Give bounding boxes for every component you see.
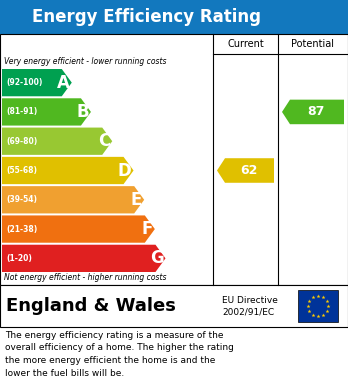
Polygon shape xyxy=(2,245,166,272)
Bar xyxy=(0,34,348,285)
Polygon shape xyxy=(2,98,91,126)
Text: The energy efficiency rating is a measure of the
overall efficiency of a home. T: The energy efficiency rating is a measur… xyxy=(5,331,234,377)
Text: F: F xyxy=(142,220,153,238)
Text: Energy Efficiency Rating: Energy Efficiency Rating xyxy=(32,8,261,26)
Polygon shape xyxy=(2,186,144,213)
Text: Potential: Potential xyxy=(292,39,334,49)
Text: (81-91): (81-91) xyxy=(6,108,37,117)
Text: Not energy efficient - higher running costs: Not energy efficient - higher running co… xyxy=(4,273,166,282)
Text: 62: 62 xyxy=(240,164,257,177)
Polygon shape xyxy=(2,69,72,96)
Text: EU Directive
2002/91/EC: EU Directive 2002/91/EC xyxy=(222,296,278,316)
Text: A: A xyxy=(57,74,70,91)
Polygon shape xyxy=(2,215,155,243)
Polygon shape xyxy=(2,127,112,155)
Text: G: G xyxy=(150,249,164,267)
Text: (69-80): (69-80) xyxy=(6,137,37,146)
Bar xyxy=(0,0,348,34)
Text: (55-68): (55-68) xyxy=(6,166,37,175)
Text: (92-100): (92-100) xyxy=(6,78,42,87)
Text: Current: Current xyxy=(227,39,264,49)
Text: B: B xyxy=(76,103,89,121)
Polygon shape xyxy=(282,100,344,124)
Text: E: E xyxy=(131,191,142,209)
Bar xyxy=(0,285,348,327)
Polygon shape xyxy=(2,157,134,184)
Text: D: D xyxy=(118,161,132,179)
Text: (39-54): (39-54) xyxy=(6,195,37,204)
Text: 87: 87 xyxy=(307,106,325,118)
Text: (1-20): (1-20) xyxy=(6,254,32,263)
Text: (21-38): (21-38) xyxy=(6,224,37,233)
Text: C: C xyxy=(98,132,110,150)
Text: Very energy efficient - lower running costs: Very energy efficient - lower running co… xyxy=(4,57,166,66)
Bar xyxy=(298,290,338,322)
Text: England & Wales: England & Wales xyxy=(6,297,176,315)
Polygon shape xyxy=(217,158,274,183)
